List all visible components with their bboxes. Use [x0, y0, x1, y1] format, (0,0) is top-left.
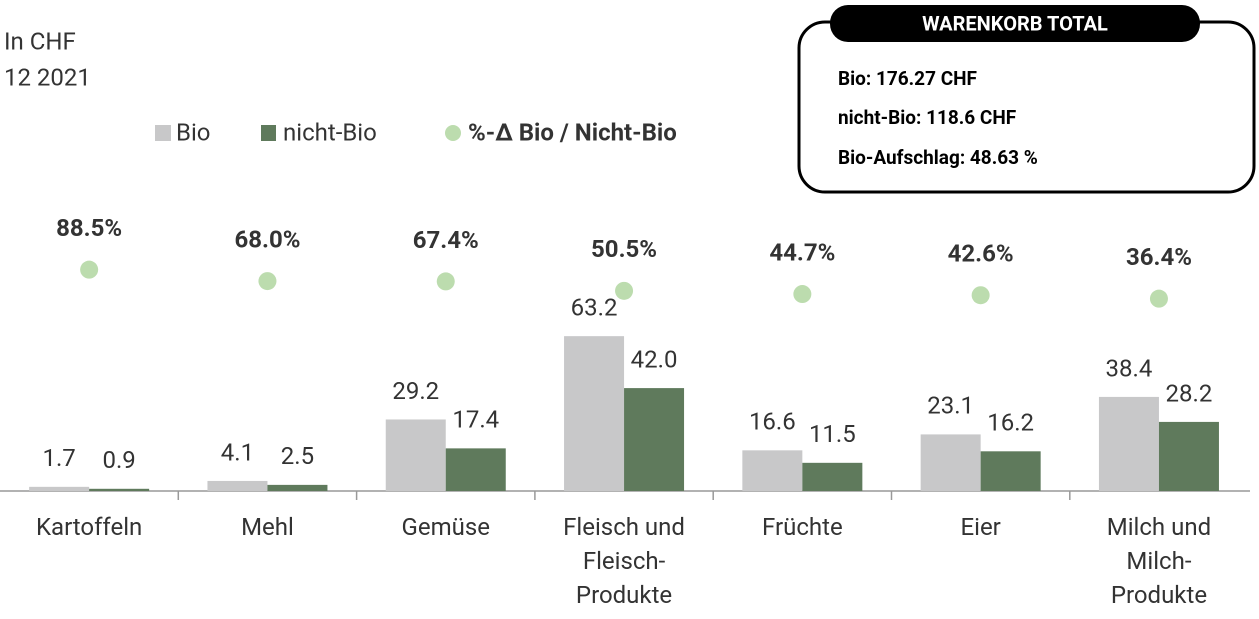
bar-value-label: 11.5: [809, 420, 856, 448]
bar-value-label: 16.2: [987, 409, 1034, 437]
summary-line: Bio-Aufschlag: 48.63 %: [838, 146, 1038, 169]
dot-value-label: 42.6%: [948, 240, 1014, 268]
bar: [267, 484, 328, 491]
x-tick-label: Kartoffeln: [35, 513, 143, 541]
x-tick-label: Eier: [960, 513, 1001, 541]
bar: [1098, 396, 1159, 491]
x-tick-label: Mehl: [241, 513, 294, 541]
legend-label: nicht-Bio: [283, 118, 377, 146]
legend-swatch: [261, 125, 276, 141]
dot-value-label: 36.4%: [1126, 243, 1192, 271]
dot: [80, 260, 99, 279]
bar-value-label: 42.0: [631, 345, 678, 373]
dot-value-label: 50.5%: [591, 235, 657, 263]
bar: [29, 486, 90, 491]
bar: [564, 336, 625, 491]
bar: [980, 451, 1041, 491]
legend-swatch: [445, 125, 461, 141]
subtitle: In CHF: [4, 27, 76, 55]
bar: [445, 448, 506, 491]
bar: [207, 480, 268, 491]
bar-value-label: 17.4: [452, 406, 499, 434]
bar-value-label: 63.2: [571, 294, 618, 322]
bar-value-label: 29.2: [392, 377, 439, 405]
legend-label: Bio: [176, 118, 210, 146]
summary-line: nicht-Bio: 118.6 CHF: [838, 106, 1017, 129]
x-tick-label: Früchte: [762, 513, 843, 541]
x-tick-label: Fleisch und Fleisch-Produkte: [563, 513, 685, 609]
dot-value-label: 88.5%: [56, 214, 122, 242]
dot: [258, 272, 277, 291]
dot: [971, 286, 990, 305]
dot: [1149, 289, 1168, 308]
bar-value-label: 2.5: [281, 442, 314, 470]
bar: [385, 419, 446, 491]
bar: [802, 462, 863, 491]
x-tick-label: Milch und Milch-Produkte: [1106, 513, 1212, 609]
dot-value-label: 67.4%: [413, 226, 479, 254]
bar-value-label: 4.1: [221, 438, 254, 466]
summary-header: [830, 5, 1200, 42]
x-tick-label: Gemüse: [401, 513, 490, 541]
dot-value-label: 68.0%: [234, 225, 300, 253]
bar-value-label: 1.7: [42, 444, 75, 472]
bar-value-label: 38.4: [1106, 354, 1153, 382]
bar: [1158, 421, 1219, 491]
bar: [624, 388, 685, 491]
bar: [920, 434, 981, 491]
bar-value-label: 28.2: [1166, 379, 1213, 407]
legend-label: %-Δ Bio / Nicht-Bio: [468, 118, 677, 146]
summary-title: WARENKORB TOTAL: [922, 11, 1108, 35]
bar-value-label: 0.9: [102, 446, 135, 474]
bar-value-label: 23.1: [927, 392, 974, 420]
dot: [793, 285, 812, 304]
bar: [742, 450, 803, 491]
summary-line: Bio: 176.27 CHF: [838, 67, 978, 90]
dot: [615, 281, 634, 300]
subtitle: 12 2021: [4, 63, 91, 91]
legend-swatch: [155, 125, 171, 141]
dot-value-label: 44.7%: [769, 238, 835, 266]
bar-value-label: 16.6: [749, 408, 796, 436]
bar: [89, 488, 150, 491]
dot: [436, 272, 455, 291]
